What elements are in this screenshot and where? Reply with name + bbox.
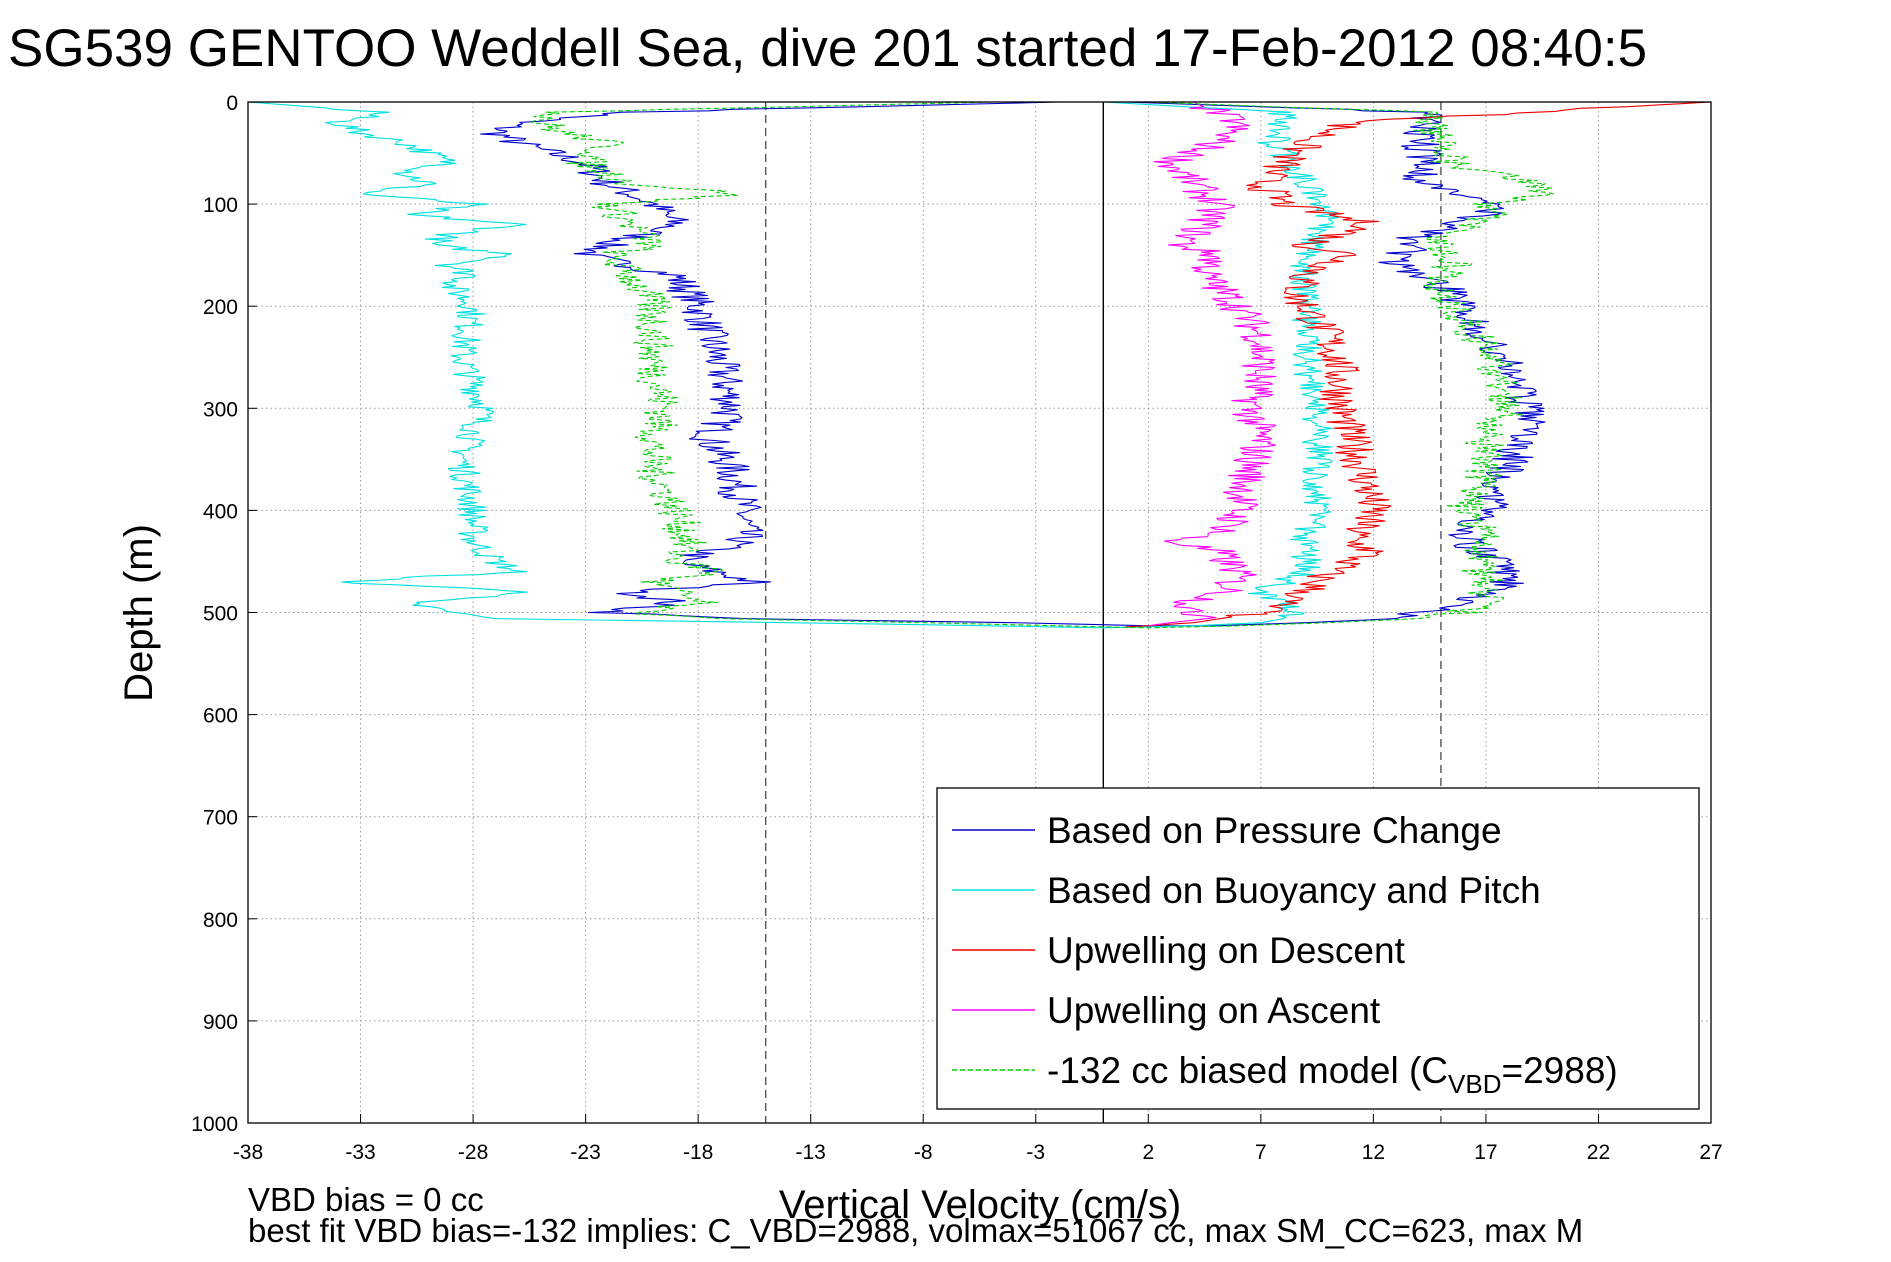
series-line-1 [247, 101, 1340, 629]
y-tick-label: 500 [203, 603, 238, 626]
series-line-3 [1148, 101, 1277, 627]
series-line-4 [531, 101, 1554, 629]
y-tick-label: 0 [226, 92, 238, 115]
x-tick-label: 12 [1362, 1141, 1385, 1164]
footnote-vbd-bias: VBD bias = 0 cc [248, 1181, 484, 1218]
y-tick-label: 600 [203, 705, 238, 728]
x-tick-label: -33 [345, 1141, 375, 1164]
legend-label-2: Upwelling on Descent [1047, 930, 1406, 971]
x-tick-label: -18 [683, 1141, 713, 1164]
x-tick-label: -13 [796, 1141, 826, 1164]
x-tick-label: -3 [1026, 1141, 1045, 1164]
x-tick-label: -38 [233, 1141, 263, 1164]
chart-title: SG539 GENTOO Weddell Sea, dive 201 start… [8, 19, 1647, 78]
x-tick-label: -28 [458, 1141, 488, 1164]
legend-label-0: Based on Pressure Change [1047, 810, 1502, 851]
y-tick-label: 800 [203, 909, 238, 932]
y-tick-label: 100 [203, 194, 238, 217]
x-tick-label: 7 [1255, 1141, 1267, 1164]
y-tick-label: 700 [203, 807, 238, 830]
y-axis-label: Depth (m) [117, 524, 161, 702]
y-tick-label: 300 [203, 398, 238, 421]
series-layer [247, 101, 1712, 629]
y-tick-label: 900 [203, 1011, 238, 1034]
x-tick-label: 2 [1142, 1141, 1154, 1164]
y-tick-label: 1000 [191, 1113, 238, 1136]
x-tick-label: 22 [1587, 1141, 1610, 1164]
x-tick-label: 27 [1699, 1141, 1722, 1164]
y-tick-label: 400 [203, 500, 238, 523]
legend-label-3: Upwelling on Ascent [1047, 990, 1381, 1031]
x-tick-label: -23 [570, 1141, 600, 1164]
legend-box [936, 787, 1700, 1110]
legend: Based on Pressure Change Based on Buoyanc… [936, 787, 1700, 1110]
y-tick-label: 200 [203, 296, 238, 319]
x-tick-label: -8 [914, 1141, 933, 1164]
x-tick-label: 17 [1474, 1141, 1497, 1164]
series-line-0 [480, 101, 1546, 627]
legend-label-4: -132 cc biased model (CVBD=2988) [1047, 1050, 1618, 1099]
legend-label-1: Based on Buoyancy and Pitch [1047, 870, 1541, 911]
series-line-2 [1125, 101, 1712, 628]
axis-ticks: -38 -33 -28 -23 -18 -13 -8 -3 2 7 12 17 22 2701002003… [191, 92, 1722, 1164]
x-axis-label: Vertical Velocity (cm/s) [779, 1183, 1181, 1227]
footnote-best-fit: best fit VBD bias=-132 implies: C_VBD=29… [248, 1212, 1583, 1249]
